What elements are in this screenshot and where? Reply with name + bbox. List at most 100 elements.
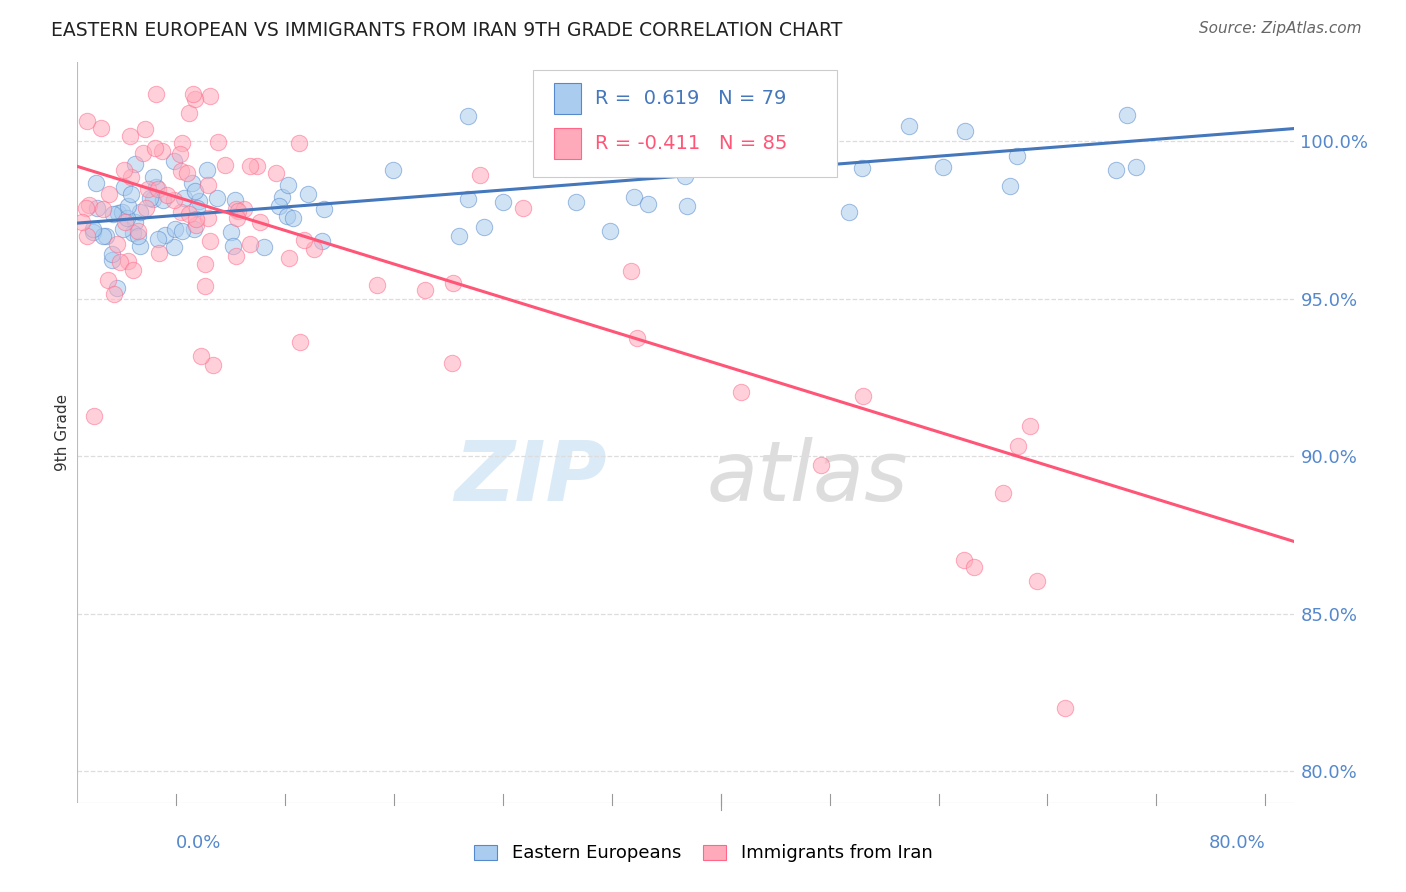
Point bbox=[270, 190, 292, 204]
Point bbox=[897, 120, 920, 134]
Point bbox=[1007, 149, 1029, 163]
Point bbox=[186, 211, 208, 226]
Point bbox=[117, 198, 139, 212]
Point bbox=[120, 187, 142, 202]
Point bbox=[183, 92, 205, 106]
Point bbox=[103, 206, 125, 220]
Point bbox=[249, 215, 271, 229]
Point bbox=[150, 144, 173, 158]
Point bbox=[129, 205, 152, 219]
Point bbox=[953, 553, 976, 567]
Point bbox=[292, 234, 315, 248]
Point bbox=[730, 385, 752, 400]
Point bbox=[124, 215, 146, 229]
Point bbox=[449, 229, 471, 244]
Point bbox=[83, 409, 105, 423]
Point bbox=[226, 203, 249, 218]
Point bbox=[163, 240, 186, 254]
Point bbox=[145, 87, 167, 101]
Point bbox=[200, 88, 222, 103]
Point bbox=[108, 255, 131, 269]
Point bbox=[366, 278, 388, 293]
Point bbox=[112, 162, 135, 177]
Point bbox=[153, 228, 176, 243]
Point bbox=[165, 221, 187, 235]
Point bbox=[132, 145, 155, 160]
Point bbox=[128, 239, 150, 253]
Point bbox=[82, 222, 104, 236]
Point bbox=[225, 249, 247, 263]
Point bbox=[207, 191, 229, 205]
Point bbox=[852, 389, 875, 403]
Point bbox=[472, 220, 495, 235]
Point bbox=[288, 136, 311, 151]
Point bbox=[107, 206, 129, 220]
Point bbox=[314, 202, 336, 216]
Point bbox=[676, 199, 699, 213]
Point bbox=[184, 218, 207, 232]
Point bbox=[127, 224, 149, 238]
Point bbox=[440, 356, 463, 370]
Point bbox=[169, 164, 191, 178]
Point bbox=[381, 163, 404, 178]
Point bbox=[146, 182, 169, 196]
Point bbox=[148, 245, 170, 260]
Point bbox=[302, 242, 325, 256]
Bar bbox=[554, 83, 581, 114]
Point bbox=[136, 182, 159, 196]
Point bbox=[613, 128, 636, 142]
FancyBboxPatch shape bbox=[533, 70, 838, 178]
Point bbox=[225, 202, 247, 216]
Point bbox=[186, 201, 208, 215]
Text: Source: ZipAtlas.com: Source: ZipAtlas.com bbox=[1198, 21, 1361, 36]
Point bbox=[810, 458, 832, 473]
Point bbox=[173, 191, 195, 205]
Text: atlas: atlas bbox=[706, 436, 908, 517]
Point bbox=[100, 247, 122, 261]
Point bbox=[90, 120, 112, 135]
Point bbox=[953, 124, 976, 138]
Point bbox=[1115, 108, 1137, 122]
Point bbox=[120, 170, 142, 185]
Point bbox=[91, 202, 114, 216]
Point bbox=[1000, 179, 1022, 194]
Point bbox=[991, 485, 1014, 500]
Point bbox=[97, 187, 120, 202]
Point bbox=[181, 87, 204, 101]
Point bbox=[239, 237, 262, 252]
Point bbox=[156, 187, 179, 202]
Point bbox=[200, 234, 222, 248]
Point bbox=[1007, 439, 1029, 453]
Point bbox=[963, 560, 986, 574]
Point bbox=[232, 202, 254, 216]
Point bbox=[194, 257, 217, 271]
Point bbox=[105, 237, 128, 252]
Point bbox=[1054, 701, 1077, 715]
Point bbox=[84, 176, 107, 190]
Point bbox=[246, 159, 269, 173]
Point bbox=[70, 215, 93, 229]
Point bbox=[253, 240, 276, 254]
Point bbox=[134, 122, 156, 136]
Text: 0.0%: 0.0% bbox=[176, 834, 221, 852]
Text: EASTERN EUROPEAN VS IMMIGRANTS FROM IRAN 9TH GRADE CORRELATION CHART: EASTERN EUROPEAN VS IMMIGRANTS FROM IRAN… bbox=[51, 21, 842, 39]
Point bbox=[124, 157, 146, 171]
Point bbox=[184, 185, 207, 199]
Point bbox=[169, 146, 191, 161]
Point bbox=[179, 207, 201, 221]
Point bbox=[111, 222, 134, 236]
Point bbox=[148, 232, 170, 246]
Point bbox=[190, 349, 212, 363]
Point bbox=[1125, 161, 1147, 175]
Point bbox=[838, 205, 860, 219]
Point bbox=[297, 187, 319, 202]
Point bbox=[179, 106, 201, 120]
Point bbox=[152, 194, 174, 208]
Point bbox=[492, 195, 515, 210]
Point bbox=[82, 226, 104, 240]
Point bbox=[170, 136, 193, 150]
Point bbox=[145, 180, 167, 194]
Point bbox=[142, 192, 165, 206]
Point bbox=[468, 168, 491, 182]
Point bbox=[117, 254, 139, 268]
